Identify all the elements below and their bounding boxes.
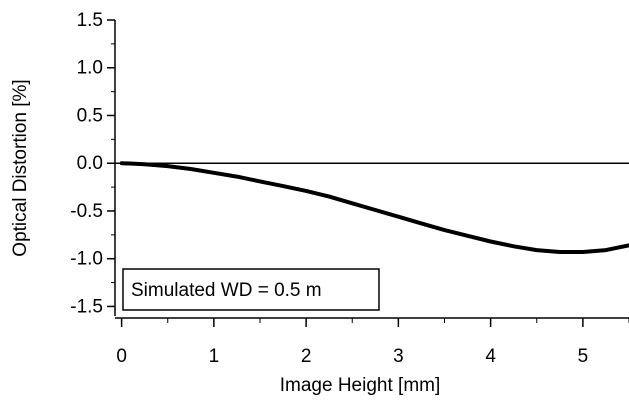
annotation-text: Simulated WD = 0.5 m: [131, 280, 322, 301]
data-point: [213, 172, 214, 173]
y-tick-label: 1.5: [77, 10, 103, 31]
data-point: [513, 246, 514, 247]
y-tick-label: -1.0: [70, 249, 103, 270]
data-point: [121, 163, 122, 164]
x-axis-label: Image Height [mm]: [280, 375, 441, 396]
x-tick-label: 4: [485, 346, 496, 367]
data-point: [260, 181, 261, 182]
data-point: [190, 169, 191, 170]
y-tick-label: 0.0: [77, 153, 103, 174]
x-tick-label: 0: [116, 346, 127, 367]
data-point: [582, 252, 583, 253]
data-point: [605, 250, 606, 251]
x-tick-label: 2: [301, 346, 312, 367]
data-point: [329, 196, 330, 197]
data-point: [490, 241, 491, 242]
y-axis-label: Optical Distortion [%]: [10, 79, 31, 256]
data-point: [444, 230, 445, 231]
y-tick-label: 0.5: [77, 105, 103, 126]
data-point: [559, 252, 560, 253]
y-tick-label: -1.5: [70, 296, 103, 317]
x-tick-label: 1: [209, 346, 220, 367]
data-point: [306, 190, 307, 191]
series-line: [122, 163, 629, 252]
data-point: [467, 235, 468, 236]
data-point: [398, 216, 399, 217]
data-point: [236, 176, 237, 177]
data-point: [375, 210, 376, 211]
data-point: [421, 223, 422, 224]
data-point: [144, 164, 145, 165]
annotation-box: Simulated WD = 0.5 m: [123, 269, 379, 310]
y-tick-label: 1.0: [77, 58, 103, 79]
data-point: [536, 250, 537, 251]
data-point: [167, 166, 168, 167]
y-tick-label: -0.5: [70, 201, 103, 222]
x-tick-label: 3: [393, 346, 404, 367]
x-axis: 0 1 2 3 4 5: [115, 318, 629, 367]
data-point: [352, 203, 353, 204]
y-axis: 1.5 1.0 0.5 0.0 -0.5 -1.0 -1.5: [70, 10, 115, 317]
data-point: [283, 186, 284, 187]
x-tick-label: 5: [578, 346, 589, 367]
series-group: [121, 163, 629, 253]
